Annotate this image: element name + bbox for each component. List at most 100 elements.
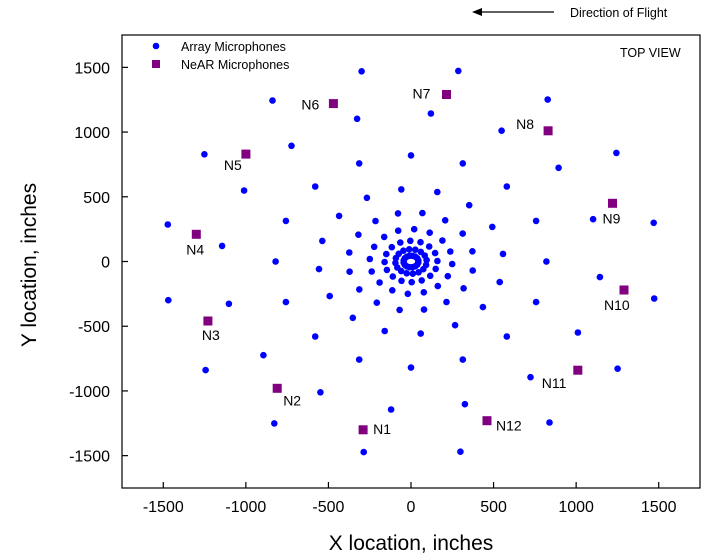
array-microphone-point bbox=[461, 400, 469, 408]
array-microphone-point bbox=[407, 237, 414, 245]
y-tick-label: 1000 bbox=[74, 125, 110, 142]
near-microphone-label: N1 bbox=[373, 421, 391, 437]
array-microphone-point bbox=[426, 229, 434, 236]
array-microphone-point bbox=[589, 215, 597, 223]
array-microphone-point bbox=[225, 300, 233, 308]
array-microphone-point bbox=[418, 277, 426, 284]
array-microphone-point bbox=[288, 142, 295, 150]
array-microphone-point bbox=[165, 296, 172, 304]
top-view-label: TOP VIEW bbox=[620, 46, 681, 60]
array-microphone-point bbox=[404, 290, 412, 298]
array-microphone-point bbox=[380, 233, 388, 241]
legend-array-label: Array Microphones bbox=[181, 40, 286, 54]
array-microphone-point bbox=[459, 356, 467, 363]
array-microphone-points bbox=[164, 67, 658, 456]
array-microphone-point bbox=[555, 164, 562, 172]
near-microphone-n7 bbox=[442, 90, 451, 99]
array-microphone-point bbox=[408, 278, 416, 286]
array-microphone-point bbox=[381, 327, 389, 335]
array-microphone-point bbox=[366, 255, 374, 263]
x-tick-label: -500 bbox=[312, 499, 344, 516]
array-microphone-point bbox=[422, 261, 430, 269]
array-microphone-point bbox=[489, 223, 496, 231]
array-microphone-point bbox=[381, 258, 388, 266]
near-microphone-n2 bbox=[272, 383, 282, 393]
legend-array-marker bbox=[152, 42, 160, 50]
x-tick-label: 500 bbox=[480, 499, 507, 516]
x-axis: -1500 -1000 -500 0 500 1000 1500 bbox=[143, 482, 677, 516]
array-microphone-point bbox=[469, 267, 477, 274]
array-microphone-point bbox=[434, 257, 441, 265]
array-microphone-point bbox=[574, 329, 582, 336]
array-microphone-point bbox=[447, 248, 454, 255]
array-microphone-point bbox=[311, 183, 319, 190]
array-microphone-point bbox=[465, 201, 473, 209]
array-microphone-point bbox=[443, 298, 450, 306]
array-microphone-point bbox=[383, 266, 391, 274]
array-microphone-point bbox=[317, 389, 324, 396]
array-microphone-point bbox=[479, 303, 487, 311]
array-microphone-point bbox=[455, 67, 462, 75]
y-tick-label: 500 bbox=[83, 190, 110, 207]
array-microphone-point bbox=[503, 183, 511, 190]
near-microphone-n4 bbox=[191, 229, 201, 239]
array-microphone-point bbox=[498, 127, 505, 134]
array-microphone-point bbox=[420, 306, 428, 313]
array-microphone-point bbox=[405, 246, 413, 253]
array-microphone-point bbox=[420, 289, 428, 296]
x-tick-label: 1500 bbox=[641, 499, 677, 516]
array-microphone-point bbox=[346, 249, 353, 256]
array-microphone-point bbox=[403, 270, 411, 277]
near-microphone-label: N10 bbox=[604, 297, 630, 313]
array-microphone-point bbox=[544, 96, 551, 103]
near-microphone-label: N6 bbox=[301, 97, 319, 113]
array-microphone-point bbox=[417, 330, 425, 337]
array-microphone-point bbox=[415, 269, 422, 276]
array-microphone-point bbox=[388, 243, 396, 251]
array-microphone-point bbox=[260, 351, 267, 359]
near-microphone-n3 bbox=[203, 316, 213, 326]
array-microphone-point bbox=[532, 298, 540, 306]
array-microphone-point bbox=[271, 420, 278, 427]
near-microphone-n9 bbox=[608, 198, 617, 208]
array-microphone-point bbox=[372, 217, 379, 225]
array-microphone-point bbox=[319, 237, 326, 245]
array-microphone-point bbox=[376, 279, 383, 286]
array-microphone-point bbox=[389, 273, 397, 280]
array-microphone-point bbox=[355, 160, 363, 167]
array-microphone-point bbox=[543, 258, 550, 265]
near-microphone-n1 bbox=[358, 425, 368, 435]
array-microphone-point bbox=[272, 258, 279, 265]
array-microphone-point bbox=[439, 237, 446, 244]
near-microphone-n6 bbox=[328, 99, 338, 109]
array-microphone-point bbox=[373, 299, 381, 307]
array-microphone-point bbox=[496, 278, 504, 286]
near-microphone-label: N3 bbox=[202, 327, 220, 343]
legend-near-label: NeAR Microphones bbox=[181, 58, 289, 72]
near-microphone-label: N7 bbox=[413, 86, 431, 102]
array-microphone-point bbox=[426, 272, 434, 280]
array-microphone-point bbox=[398, 186, 405, 193]
near-microphone-label: N5 bbox=[224, 157, 242, 173]
array-microphone-point bbox=[434, 188, 441, 196]
array-microphone-point bbox=[457, 448, 464, 456]
array-microphone-point bbox=[315, 265, 323, 273]
array-microphone-point bbox=[387, 406, 395, 413]
array-microphone-point bbox=[596, 273, 604, 281]
array-microphone-point bbox=[355, 231, 362, 238]
array-microphone-point bbox=[363, 194, 371, 202]
near-microphone-n8 bbox=[543, 126, 553, 136]
array-microphone-point bbox=[353, 115, 361, 123]
array-microphone-point bbox=[400, 247, 407, 254]
x-tick-label: 0 bbox=[407, 499, 416, 516]
array-microphone-point bbox=[409, 270, 417, 278]
array-microphone-point bbox=[432, 265, 440, 273]
array-microphone-point bbox=[335, 212, 343, 220]
array-microphone-point bbox=[459, 160, 467, 167]
array-microphone-point bbox=[360, 448, 368, 456]
legend: Array Microphones NeAR Microphones bbox=[152, 40, 289, 72]
array-microphone-point bbox=[460, 285, 467, 292]
array-microphone-point bbox=[346, 268, 353, 276]
array-microphone-point bbox=[613, 149, 620, 157]
